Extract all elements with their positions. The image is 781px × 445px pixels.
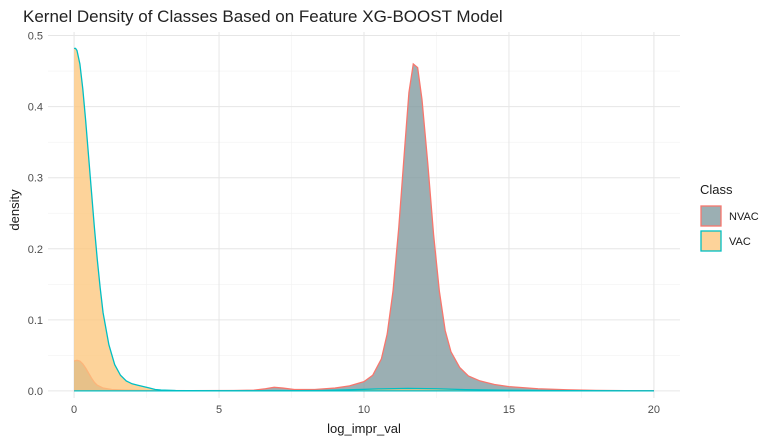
- y-tick-label: 0.3: [28, 173, 43, 185]
- y-tick-label: 0.1: [28, 315, 43, 327]
- outline-vac: [74, 47, 654, 392]
- x-axis-title: log_impr_val: [327, 421, 401, 436]
- grid-lines: [48, 32, 680, 398]
- y-tick-label: 0.4: [28, 102, 43, 114]
- x-axis-ticks: 0 5 10 15 20: [71, 404, 660, 416]
- x-tick-label: 5: [216, 404, 222, 416]
- y-axis-title: density: [7, 189, 22, 231]
- legend: Class NVAC VAC: [700, 182, 759, 252]
- x-tick-label: 0: [71, 404, 77, 416]
- y-tick-label: 0.0: [28, 386, 43, 398]
- legend-key-nvac: [700, 205, 722, 227]
- chart-title: Kernel Density of Classes Based on Featu…: [23, 7, 503, 26]
- density-areas: [73, 47, 654, 392]
- legend-key-vac: [700, 230, 722, 252]
- y-axis-ticks: 0.0 0.1 0.2 0.3 0.4 0.5: [28, 31, 43, 398]
- legend-title: Class: [700, 182, 733, 197]
- legend-label-nvac: NVAC: [729, 211, 759, 223]
- x-tick-label: 10: [358, 404, 370, 416]
- x-tick-label: 20: [648, 404, 660, 416]
- legend-label-vac: VAC: [729, 236, 751, 248]
- x-tick-label: 15: [503, 404, 515, 416]
- y-tick-label: 0.2: [28, 244, 43, 256]
- y-tick-label: 0.5: [28, 31, 43, 43]
